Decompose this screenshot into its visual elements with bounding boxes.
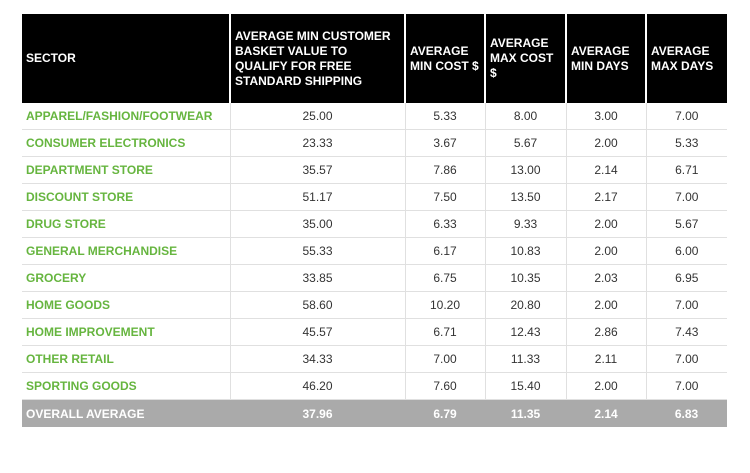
value-cell: 33.85	[229, 264, 405, 292]
value-cell: 2.00	[565, 372, 646, 400]
table-row: DISCOUNT STORE 51.17 7.50 13.50 2.17 7.00	[22, 183, 727, 211]
value-cell: 10.35	[484, 264, 566, 292]
value-cell: 10.83	[484, 237, 566, 265]
total-row: OVERALL AVERAGE 37.96 6.79 11.35 2.14 6.83	[22, 399, 727, 427]
value-cell: 7.00	[645, 183, 727, 211]
table-row: GROCERY 33.85 6.75 10.35 2.03 6.95	[22, 264, 727, 292]
value-cell: 8.00	[484, 103, 566, 130]
sector-cell: CONSUMER ELECTRONICS	[22, 129, 230, 157]
table-body: APPAREL/FASHION/FOOTWEAR 25.00 5.33 8.00 3.0…	[22, 103, 727, 427]
table-row: OTHER RETAIL 34.33 7.00 11.33 2.11 7.00	[22, 345, 727, 373]
header-cell: AVERAGE MIN DAYS	[565, 14, 646, 103]
value-cell: 2.00	[565, 129, 646, 157]
value-cell: 13.50	[484, 183, 566, 211]
header-cell: AVERAGE MIN CUSTOMER BASKET VALUE TO QUA…	[229, 14, 405, 103]
table-row: HOME IMPROVEMENT 45.57 6.71 12.43 2.86 7.43	[22, 318, 727, 346]
value-cell: 2.17	[565, 183, 646, 211]
table-row: HOME GOODS 58.60 10.20 20.80 2.00 7.00	[22, 291, 727, 319]
value-cell: 3.67	[404, 129, 485, 157]
value-cell: 5.67	[645, 210, 727, 238]
table-row: GENERAL MERCHANDISE 55.33 6.17 10.83 2.00 6.0…	[22, 237, 727, 265]
value-cell: 2.00	[565, 291, 646, 319]
value-cell: 3.00	[565, 103, 646, 130]
value-cell: 23.33	[229, 129, 405, 157]
value-cell: 5.67	[484, 129, 566, 157]
table-row: DRUG STORE 35.00 6.33 9.33 2.00 5.67	[22, 210, 727, 238]
value-cell: 2.14	[565, 156, 646, 184]
sector-cell: HOME IMPROVEMENT	[22, 318, 230, 346]
value-cell: 10.20	[404, 291, 485, 319]
value-cell: 2.00	[565, 210, 646, 238]
value-cell: 7.43	[645, 318, 727, 346]
header-row: SECTOR AVERAGE MIN CUSTOMER BASKET VALUE …	[22, 14, 727, 103]
table-row: APPAREL/FASHION/FOOTWEAR 25.00 5.33 8.00 3.0…	[22, 103, 727, 130]
value-cell: 7.50	[404, 183, 485, 211]
shipping-table: SECTOR AVERAGE MIN CUSTOMER BASKET VALUE …	[22, 14, 727, 427]
value-cell: 6.17	[404, 237, 485, 265]
value-cell: 7.00	[645, 345, 727, 373]
value-cell: 6.71	[645, 156, 727, 184]
value-cell: 2.86	[565, 318, 646, 346]
sector-cell: OTHER RETAIL	[22, 345, 230, 373]
value-cell: 55.33	[229, 237, 405, 265]
sector-cell: APPAREL/FASHION/FOOTWEAR	[22, 103, 230, 130]
sector-cell: DRUG STORE	[22, 210, 230, 238]
table-row: CONSUMER ELECTRONICS 23.33 3.67 5.67 2.00 5.3…	[22, 129, 727, 157]
value-cell: 7.60	[404, 372, 485, 400]
value-cell: 6.75	[404, 264, 485, 292]
sector-cell: GROCERY	[22, 264, 230, 292]
value-cell: 58.60	[229, 291, 405, 319]
value-cell: 12.43	[484, 318, 566, 346]
value-cell: 7.00	[645, 103, 727, 130]
table-wrap: SECTOR AVERAGE MIN CUSTOMER BASKET VALUE …	[22, 14, 727, 427]
value-cell: 34.33	[229, 345, 405, 373]
total-value: 6.83	[646, 399, 727, 427]
value-cell: 6.33	[404, 210, 485, 238]
header-cell: AVERAGE MAX DAYS	[645, 14, 727, 103]
total-value: 37.96	[230, 399, 405, 427]
value-cell: 7.00	[645, 291, 727, 319]
value-cell: 13.00	[484, 156, 566, 184]
sector-cell: SPORTING GOODS	[22, 372, 230, 400]
header-cell: SECTOR	[22, 14, 230, 103]
total-value: 2.14	[566, 399, 646, 427]
value-cell: 6.71	[404, 318, 485, 346]
value-cell: 15.40	[484, 372, 566, 400]
value-cell: 7.86	[404, 156, 485, 184]
value-cell: 2.03	[565, 264, 646, 292]
total-value: 6.79	[405, 399, 485, 427]
value-cell: 6.95	[645, 264, 727, 292]
table-row: DEPARTMENT STORE 35.57 7.86 13.00 2.14 6.71	[22, 156, 727, 184]
value-cell: 35.57	[229, 156, 405, 184]
value-cell: 51.17	[229, 183, 405, 211]
value-cell: 9.33	[484, 210, 566, 238]
value-cell: 46.20	[229, 372, 405, 400]
value-cell: 7.00	[404, 345, 485, 373]
value-cell: 5.33	[645, 129, 727, 157]
value-cell: 5.33	[404, 103, 485, 130]
sector-cell: DEPARTMENT STORE	[22, 156, 230, 184]
header-cell: AVERAGE MIN COST $	[404, 14, 485, 103]
header-cell: AVERAGE MAX COST $	[484, 14, 566, 103]
total-label: OVERALL AVERAGE	[22, 399, 230, 427]
value-cell: 2.11	[565, 345, 646, 373]
sector-cell: HOME GOODS	[22, 291, 230, 319]
sector-cell: GENERAL MERCHANDISE	[22, 237, 230, 265]
value-cell: 11.33	[484, 345, 566, 373]
sector-cell: DISCOUNT STORE	[22, 183, 230, 211]
value-cell: 25.00	[229, 103, 405, 130]
value-cell: 35.00	[229, 210, 405, 238]
table-row: SPORTING GOODS 46.20 7.60 15.40 2.00 7.00	[22, 372, 727, 400]
value-cell: 7.00	[645, 372, 727, 400]
value-cell: 6.00	[645, 237, 727, 265]
value-cell: 20.80	[484, 291, 566, 319]
total-value: 11.35	[485, 399, 566, 427]
value-cell: 2.00	[565, 237, 646, 265]
value-cell: 45.57	[229, 318, 405, 346]
